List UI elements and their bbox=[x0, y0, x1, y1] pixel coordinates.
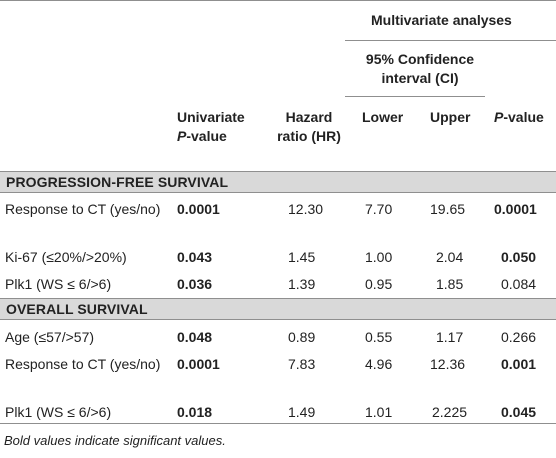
section-title: OVERALL SURVIVAL bbox=[6, 301, 148, 317]
p-value: 0.050 bbox=[501, 249, 537, 265]
p-value: 0.001 bbox=[501, 356, 537, 372]
univariate-value: 0.048 bbox=[177, 329, 213, 345]
ci-upper-value: 19.65 bbox=[430, 201, 466, 217]
ci-upper-value: 1.17 bbox=[436, 329, 464, 345]
footnote: Bold values indicate significant values. bbox=[4, 433, 226, 448]
hr-value: 12.30 bbox=[288, 201, 324, 217]
ci-header-line2: interval (CI) bbox=[381, 70, 459, 86]
ci-upper-value: 12.36 bbox=[430, 356, 466, 372]
hr-value: 1.49 bbox=[288, 404, 316, 420]
lower-header: Lower bbox=[362, 109, 404, 125]
univariate-value: 0.0001 bbox=[177, 356, 220, 372]
ci-underline bbox=[345, 96, 485, 97]
row-label: Age (≤57/>57) bbox=[5, 329, 95, 345]
hr-header-line1: Hazard bbox=[285, 109, 333, 125]
section-bar-os: OVERALL SURVIVAL bbox=[0, 298, 556, 320]
multivariate-header: Multivariate analyses bbox=[371, 12, 512, 28]
hr-header-line2: ratio (HR) bbox=[277, 128, 341, 144]
p-value: 0.266 bbox=[501, 329, 537, 345]
table-top-rule bbox=[0, 0, 556, 1]
ci-lower-value: 0.95 bbox=[365, 276, 393, 292]
row-label: Response to CT (yes/no) bbox=[5, 201, 161, 217]
p-value: 0.084 bbox=[501, 276, 537, 292]
univariate-value: 0.018 bbox=[177, 404, 213, 420]
univariate-value: 0.0001 bbox=[177, 201, 220, 217]
univariate-header-line1: Univariate bbox=[177, 109, 245, 125]
hr-value: 7.83 bbox=[288, 356, 316, 372]
multivariate-underline bbox=[345, 40, 556, 41]
section-title: PROGRESSION-FREE SURVIVAL bbox=[6, 174, 229, 190]
ci-lower-value: 7.70 bbox=[365, 201, 393, 217]
table-bottom-rule bbox=[0, 423, 556, 424]
hr-value: 1.39 bbox=[288, 276, 316, 292]
p-value: 0.0001 bbox=[494, 201, 537, 217]
section-bar-pfs: PROGRESSION-FREE SURVIVAL bbox=[0, 171, 556, 193]
hr-value: 0.89 bbox=[288, 329, 316, 345]
ci-lower-value: 1.01 bbox=[365, 404, 393, 420]
row-label: Plk1 (WS ≤ 6/>6) bbox=[5, 404, 112, 420]
ci-lower-value: 0.55 bbox=[365, 329, 393, 345]
row-label: Plk1 (WS ≤ 6/>6) bbox=[5, 276, 112, 292]
ci-lower-value: 1.00 bbox=[365, 249, 393, 265]
ci-header-line1: 95% Confidence bbox=[365, 51, 475, 67]
pvalue-header: P-value bbox=[494, 109, 544, 125]
ci-upper-value: 2.04 bbox=[436, 249, 464, 265]
univariate-header-line2: P-value bbox=[177, 128, 227, 144]
hr-value: 1.45 bbox=[288, 249, 316, 265]
upper-header: Upper bbox=[430, 109, 471, 125]
univariate-value: 0.036 bbox=[177, 276, 213, 292]
ci-upper-value: 2.225 bbox=[432, 404, 468, 420]
univariate-value: 0.043 bbox=[177, 249, 213, 265]
ci-upper-value: 1.85 bbox=[436, 276, 464, 292]
row-label: Response to CT (yes/no) bbox=[5, 356, 161, 372]
row-label: Ki-67 (≤20%/>20%) bbox=[5, 249, 127, 265]
ci-lower-value: 4.96 bbox=[365, 356, 393, 372]
p-value: 0.045 bbox=[501, 404, 537, 420]
